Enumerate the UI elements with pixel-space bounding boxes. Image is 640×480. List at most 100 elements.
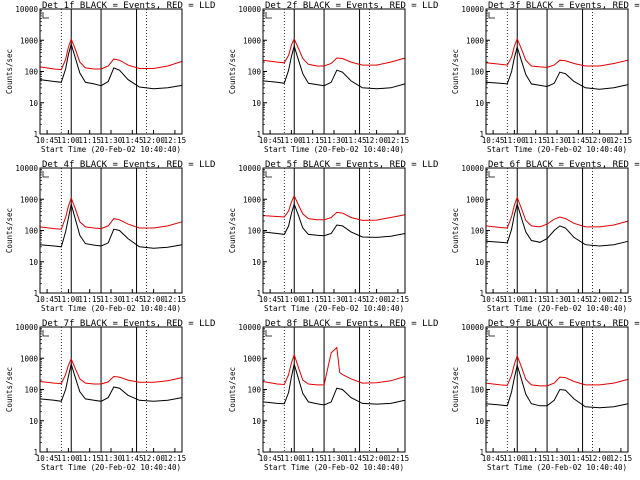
x-tick-label: 12:00 xyxy=(365,136,388,145)
series-line-events xyxy=(485,363,629,409)
y-tick-label: 10000 xyxy=(461,164,484,173)
y-axis-label: Counts/sec xyxy=(228,49,237,94)
x-axis-label: Start Time (20-Feb-02 10:40:40) xyxy=(41,463,181,472)
y-tick-label: 1 xyxy=(33,448,38,457)
y-axis-label: Counts/sec xyxy=(228,367,237,412)
legend-bracket-icon xyxy=(42,12,49,19)
series-line-events xyxy=(262,363,406,406)
x-tick-label: 11:15 xyxy=(78,295,101,304)
series-line-events xyxy=(262,44,406,90)
x-axis-label: Start Time (20-Feb-02 10:40:40) xyxy=(264,145,404,154)
x-tick-label: 11:30 xyxy=(546,454,569,463)
y-tick-label: 1000 xyxy=(466,354,485,363)
y-tick-label: 10000 xyxy=(238,164,261,173)
x-tick-label: 11:15 xyxy=(301,454,324,463)
y-tick-label: 1000 xyxy=(20,36,39,45)
x-tick-label: 11:30 xyxy=(100,295,123,304)
series-line-events xyxy=(262,202,406,238)
x-tick-label: 11:45 xyxy=(121,454,144,463)
x-tick-label: 11:00 xyxy=(280,136,303,145)
panel-title: Det 8f BLACK = Events, RED = LLD xyxy=(265,319,438,329)
y-tick-label: 100 xyxy=(24,68,38,77)
x-tick-label: 10:45 xyxy=(482,295,505,304)
y-tick-label: 10000 xyxy=(15,323,38,332)
series-line-events xyxy=(485,202,629,247)
y-tick-label: 10000 xyxy=(238,323,261,332)
y-tick-label: 1 xyxy=(479,289,484,298)
panel-det-9: Det 9f BLACK = Events, RED = LLD 1 10 100 10… xyxy=(451,319,640,472)
y-tick-label: 10 xyxy=(475,417,485,426)
y-tick-label: 1 xyxy=(479,130,484,139)
x-tick-label: 12:15 xyxy=(610,295,633,304)
x-tick-label: 12:15 xyxy=(387,136,410,145)
y-axis-label: Counts/sec xyxy=(451,208,460,253)
y-tick-label: 10 xyxy=(29,258,39,267)
x-tick-label: 11:15 xyxy=(524,136,547,145)
series-line-lld xyxy=(485,195,629,229)
panel-title: Det 1f BLACK = Events, RED = LLD xyxy=(42,1,215,11)
x-tick-label: 11:30 xyxy=(323,136,346,145)
panel-det-8: Det 8f BLACK = Events, RED = LLD 1 10 100 10… xyxy=(228,319,438,472)
x-tick-label: 11:00 xyxy=(57,454,80,463)
panel-det-3: Det 3f BLACK = Events, RED = LLD 1 10 100 10… xyxy=(451,1,640,154)
y-tick-label: 10 xyxy=(252,99,262,108)
series-line-lld xyxy=(485,37,629,68)
legend-bracket-icon xyxy=(265,330,272,337)
series-line-events xyxy=(39,362,183,402)
series-line-events xyxy=(485,45,629,90)
x-tick-label: 10:45 xyxy=(36,454,59,463)
legend-bracket-icon xyxy=(488,330,495,337)
x-tick-label: 10:45 xyxy=(482,454,505,463)
x-tick-label: 11:15 xyxy=(524,454,547,463)
y-axis-label: Counts/sec xyxy=(451,367,460,412)
x-tick-label: 12:15 xyxy=(164,295,187,304)
y-tick-label: 1 xyxy=(33,289,38,298)
y-tick-label: 1000 xyxy=(243,195,262,204)
panel-title: Det 9f BLACK = Events, RED = LLD xyxy=(488,319,640,329)
y-tick-label: 1000 xyxy=(20,195,39,204)
series-line-lld xyxy=(262,194,406,221)
y-axis-label: Counts/sec xyxy=(228,208,237,253)
y-tick-label: 1 xyxy=(256,130,261,139)
y-axis-label: Counts/sec xyxy=(451,49,460,94)
x-tick-label: 10:45 xyxy=(259,295,282,304)
x-tick-label: 11:15 xyxy=(78,454,101,463)
y-axis-label: Counts/sec xyxy=(5,367,14,412)
y-tick-label: 10000 xyxy=(15,164,38,173)
y-tick-label: 100 xyxy=(247,386,261,395)
x-tick-label: 11:15 xyxy=(301,136,324,145)
x-tick-label: 10:45 xyxy=(482,136,505,145)
y-tick-label: 10000 xyxy=(238,5,261,14)
series-line-events xyxy=(39,203,183,249)
legend-bracket-icon xyxy=(265,171,272,178)
x-tick-label: 11:30 xyxy=(323,454,346,463)
x-tick-label: 12:00 xyxy=(142,136,165,145)
legend-bracket-icon xyxy=(42,171,49,178)
x-tick-label: 11:45 xyxy=(344,136,367,145)
panel-title: Det 2f BLACK = Events, RED = LLD xyxy=(265,1,438,11)
x-tick-label: 12:00 xyxy=(365,295,388,304)
panel-title: Det 6f BLACK = Events, RED = LLD xyxy=(488,160,640,170)
x-tick-label: 11:00 xyxy=(57,136,80,145)
y-tick-label: 1000 xyxy=(466,36,485,45)
y-tick-label: 10000 xyxy=(15,5,38,14)
series-line-lld xyxy=(39,37,183,71)
x-tick-label: 10:45 xyxy=(259,136,282,145)
x-tick-label: 11:15 xyxy=(301,295,324,304)
x-tick-label: 11:15 xyxy=(524,295,547,304)
panel-title: Det 7f BLACK = Events, RED = LLD xyxy=(42,319,215,329)
x-tick-label: 10:45 xyxy=(36,136,59,145)
series-line-lld xyxy=(39,357,183,385)
x-tick-label: 11:30 xyxy=(100,136,123,145)
panel-title: Det 3f BLACK = Events, RED = LLD xyxy=(488,1,640,11)
panel-title: Det 5f BLACK = Events, RED = LLD xyxy=(265,160,438,170)
y-tick-label: 10 xyxy=(29,99,39,108)
x-tick-label: 12:15 xyxy=(610,136,633,145)
y-tick-label: 100 xyxy=(470,227,484,236)
series-line-lld xyxy=(262,346,406,386)
x-tick-label: 11:00 xyxy=(503,454,526,463)
x-tick-label: 11:30 xyxy=(323,295,346,304)
x-tick-label: 12:00 xyxy=(365,454,388,463)
x-tick-label: 11:00 xyxy=(57,295,80,304)
